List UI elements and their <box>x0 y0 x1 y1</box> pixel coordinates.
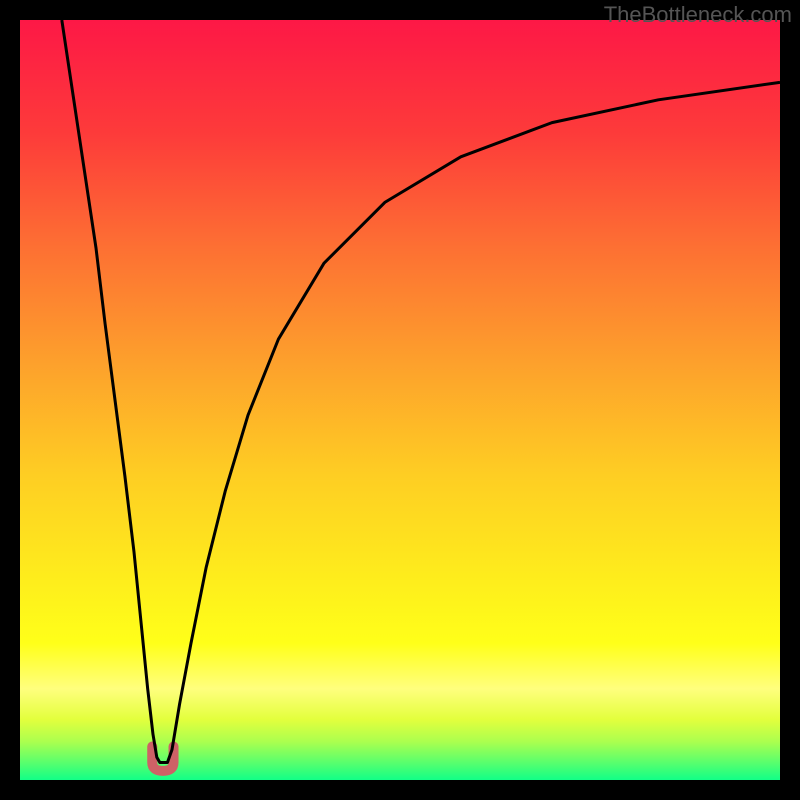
watermark-text: TheBottleneck.com <box>604 2 792 28</box>
chart-container: TheBottleneck.com <box>0 0 800 800</box>
plot-area <box>20 20 780 780</box>
gradient-background <box>20 20 780 780</box>
